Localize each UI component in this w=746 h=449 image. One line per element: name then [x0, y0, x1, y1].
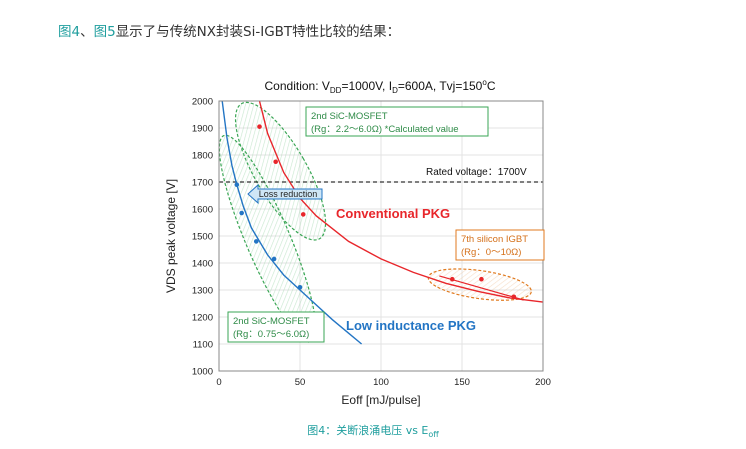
intro-text: 图4、图5显示了与传统NX封装Si-IGBT特性比较的结果： — [58, 20, 400, 40]
low-inductance-pkg-point — [271, 256, 277, 262]
sic2-region — [234, 101, 327, 241]
intro-separator: 、 — [80, 24, 94, 40]
x-tick-label: 100 — [373, 377, 389, 388]
x-tick-label: 200 — [535, 377, 551, 388]
low-inductance-pkg-point — [234, 182, 240, 187]
rated-voltage-label: Rated voltage：1700V — [426, 167, 527, 178]
conventional-pkg-curve — [258, 100, 544, 303]
igbt-point — [479, 276, 484, 282]
low-inductance-pkg-point — [297, 285, 303, 290]
y-tick-label: 1100 — [193, 340, 213, 351]
y-axis-label: VDS peak voltage [V] — [164, 179, 178, 293]
figure5-link[interactable]: 图5 — [93, 24, 116, 40]
data-points — [234, 124, 517, 300]
low-inductance-pkg-curve — [221, 100, 363, 345]
chart-title: Condition: VDD=1000V, ID=600A, Tvj=150oC — [265, 78, 496, 95]
y-tick-label: 1600 — [192, 205, 213, 216]
conventional-pkg-point — [257, 124, 262, 129]
conventional-pkg-label: Conventional PKG — [336, 206, 450, 221]
igbt-line2: (Rg：0～10Ω) — [461, 247, 521, 258]
loss-reduction-label: Loss reduction — [259, 189, 318, 199]
y-tick-label: 1300 — [192, 286, 213, 297]
igbt-annotation: 7th silicon IGBT (Rg：0～10Ω) — [455, 229, 545, 261]
y-tick-label: 1900 — [192, 124, 213, 135]
figure-caption: 图4：关断浪涌电压 vs Eoff — [307, 424, 439, 440]
sic1-line2: (Rg：0.75～6.0Ω) — [233, 329, 309, 340]
igbt-point — [511, 294, 517, 300]
igbt-point — [449, 276, 455, 282]
x-axis-label: Eoff [mJ/pulse] — [341, 393, 420, 407]
y-tick-label: 1500 — [192, 232, 213, 243]
sic2-line1: 2nd SiC-MOSFET — [311, 111, 388, 122]
figure4-link[interactable]: 图4 — [58, 24, 81, 40]
sic2-line2: (Rg：2.2～6.0Ω) *Calculated value — [311, 124, 459, 135]
x-tick-label: 0 — [216, 377, 221, 388]
igbt-line1: 7th silicon IGBT — [461, 234, 528, 245]
x-tick-label: 50 — [295, 377, 306, 388]
axis-ticks: 1000110012001300140015001600170018001900… — [192, 97, 551, 389]
conventional-pkg-point — [300, 212, 306, 217]
y-tick-label: 1200 — [192, 313, 213, 324]
y-tick-label: 1400 — [192, 259, 213, 270]
highlight-regions — [218, 101, 532, 343]
x-tick-label: 150 — [454, 377, 470, 388]
sic1-line1: 2nd SiC-MOSFET — [233, 316, 310, 327]
conventional-pkg-point — [273, 159, 279, 165]
intro-rest: 显示了与传统NX封装Si-IGBT特性比较的结果： — [115, 24, 401, 40]
low-inductance-pkg-label: Low inductance PKG — [346, 318, 476, 333]
y-tick-label: 1800 — [192, 151, 213, 162]
y-tick-label: 1000 — [192, 367, 213, 378]
low-inductance-pkg-point — [239, 210, 244, 216]
y-tick-label: 1700 — [192, 178, 213, 189]
y-tick-label: 2000 — [192, 97, 213, 108]
low-inductance-pkg-point — [253, 239, 259, 244]
sic2-annotation: 2nd SiC-MOSFET (Rg：2.2～6.0Ω) *Calculated… — [305, 106, 489, 137]
loss-reduction-arrow: Loss reduction — [247, 183, 323, 205]
sic1-annotation: 2nd SiC-MOSFET (Rg：0.75～6.0Ω) — [227, 311, 325, 343]
